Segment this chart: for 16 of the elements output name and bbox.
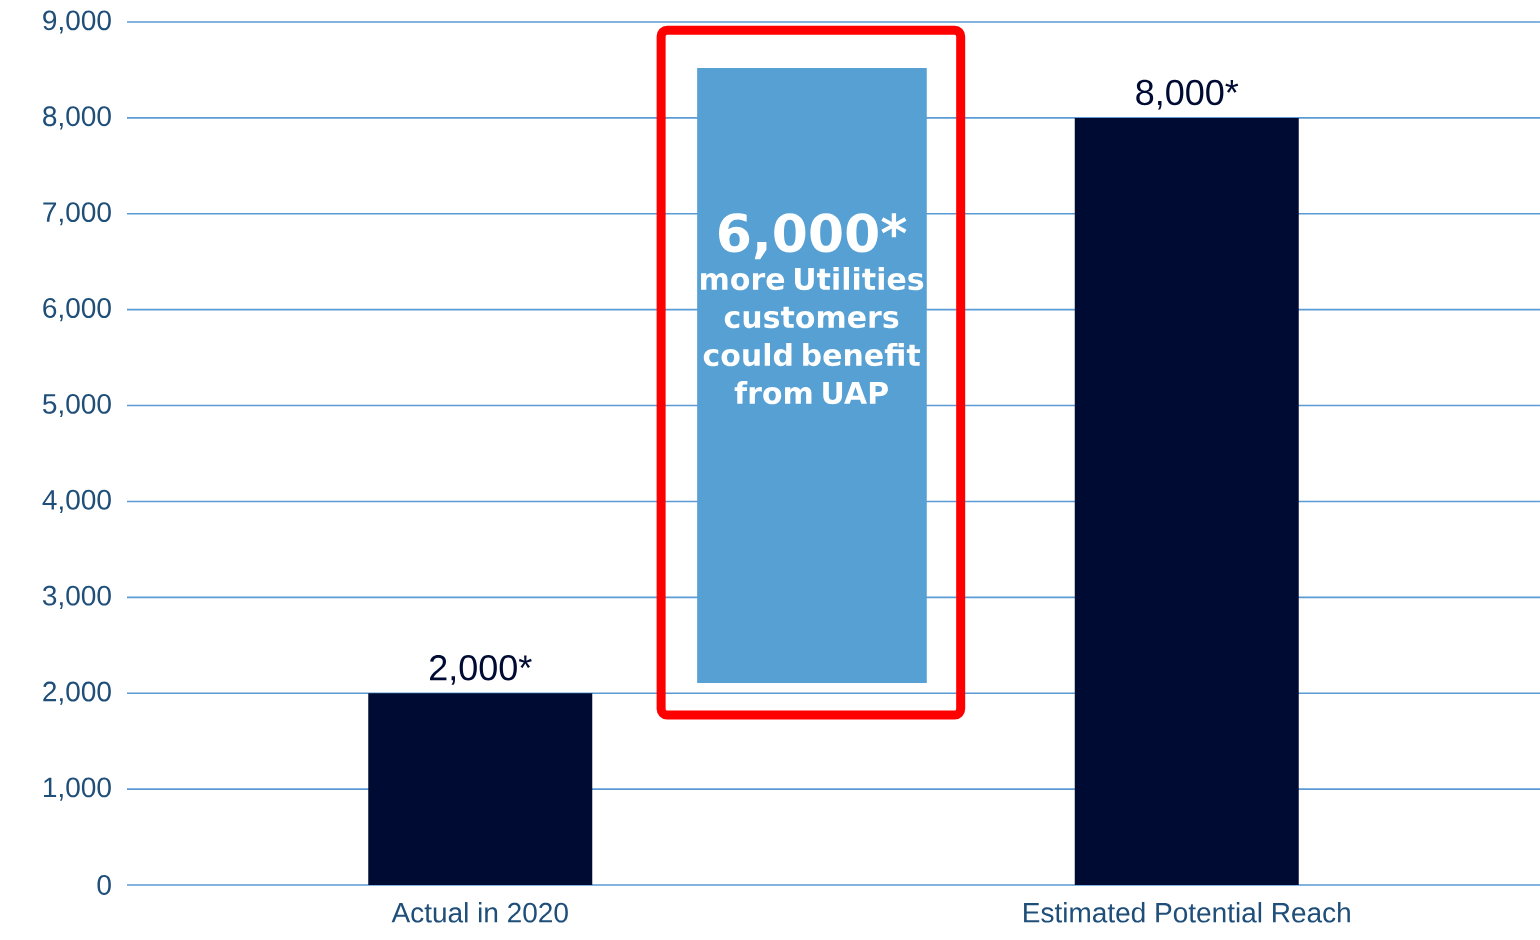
annotation: more Utilities customers could benefit from UAP bbox=[701, 266, 924, 405]
x-tick-label: Estimated Potential Reach bbox=[1024, 902, 1350, 923]
y-tick-label: 8,000 bbox=[43, 106, 111, 130]
y-tick-label: 1,000 bbox=[44, 777, 111, 801]
y-tick-label: 5,000 bbox=[43, 393, 111, 418]
y-tick-label: 3,000 bbox=[42, 585, 111, 609]
y-tick-label: 6,000 bbox=[43, 298, 111, 322]
y-tick-label: 2,000 bbox=[43, 681, 111, 705]
y-tick-label: 7,000 bbox=[43, 202, 111, 226]
data-label: 8,000* bbox=[1136, 79, 1239, 110]
y-tick-label: 9,000 bbox=[43, 10, 111, 34]
annotation: 6,000* bbox=[719, 213, 907, 260]
data-label: 2,000* bbox=[430, 655, 532, 685]
y-tick-label: 0 bbox=[97, 875, 111, 895]
x-tick-label: Actual in 2020 bbox=[391, 902, 568, 923]
y-tick-label: 4,000 bbox=[42, 489, 111, 513]
